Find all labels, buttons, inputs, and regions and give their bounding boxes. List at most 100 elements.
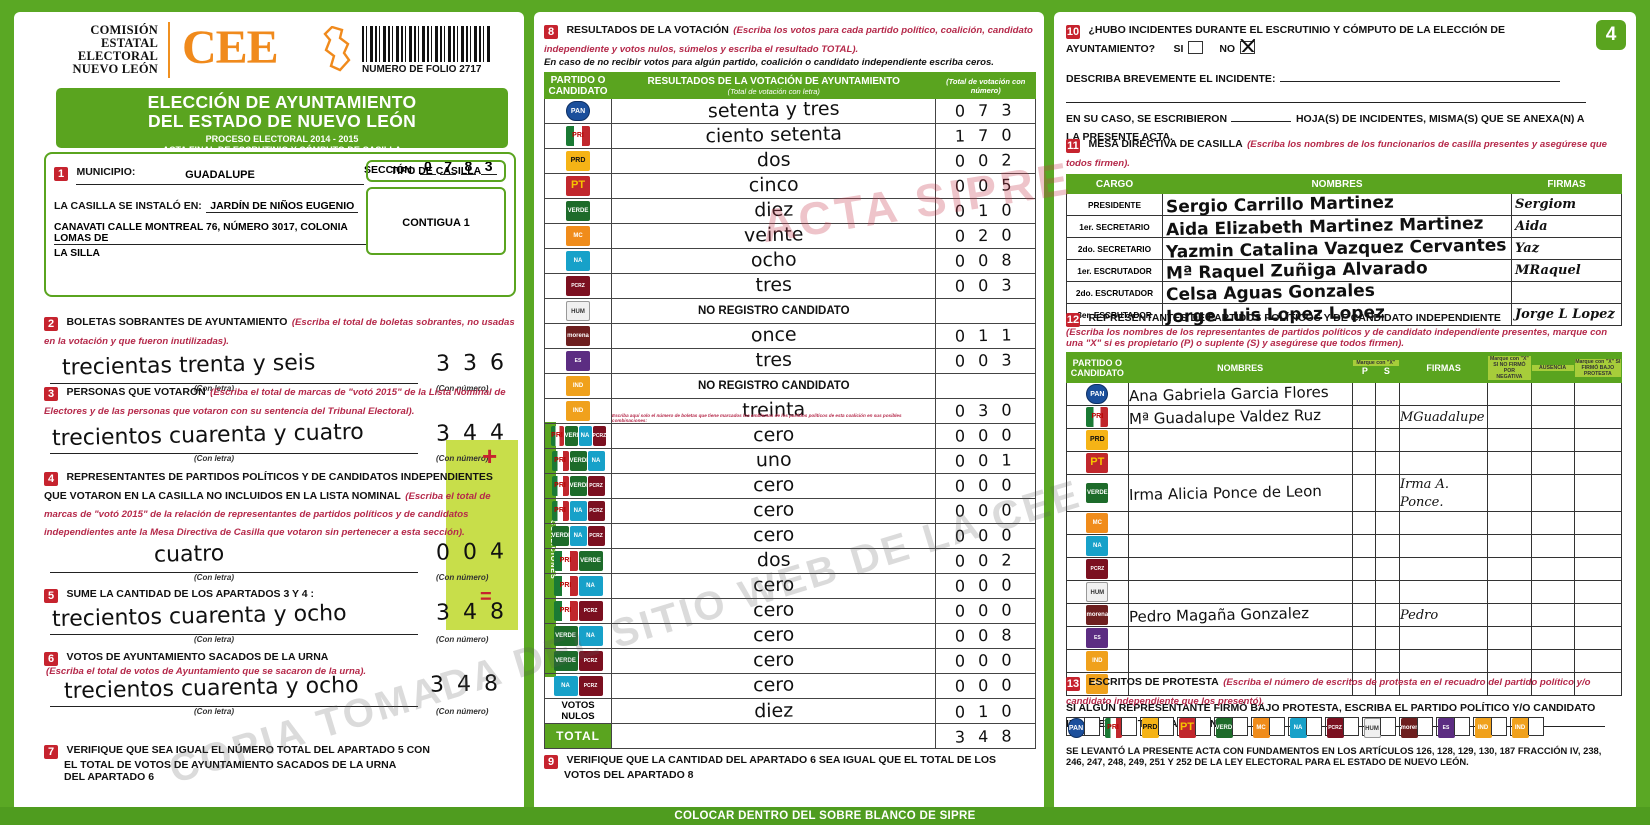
- rep-nombre[interactable]: [1127, 649, 1353, 673]
- votos-nulos-numero[interactable]: 0 1 0: [935, 698, 1036, 724]
- protest-box[interactable]: IND: [1510, 717, 1544, 738]
- section-5-value-letra[interactable]: trecientos cuarenta y ocho: [51, 600, 347, 633]
- protest-box[interactable]: IND: [1473, 717, 1507, 738]
- rep-nombre[interactable]: [1127, 672, 1353, 696]
- rep-negativa-check[interactable]: [1487, 580, 1532, 604]
- rep-nombre[interactable]: Ana Gabriela Garcia Flores: [1127, 382, 1353, 406]
- vote-numero-cell[interactable]: 0 0 0: [935, 523, 1036, 549]
- vote-letra-cell[interactable]: tres: [611, 348, 937, 374]
- rep-negativa-check[interactable]: [1487, 649, 1532, 673]
- rep-protesta-check[interactable]: [1573, 534, 1623, 558]
- rep-nombre[interactable]: Pedro Magaña Gonzalez: [1127, 603, 1353, 627]
- rep-nombre[interactable]: [1127, 428, 1353, 452]
- rep-firma[interactable]: [1398, 428, 1489, 452]
- rep-firma[interactable]: [1398, 534, 1489, 558]
- protest-box[interactable]: HUM: [1362, 717, 1396, 738]
- vote-numero-cell[interactable]: [935, 298, 1036, 324]
- rep-negativa-check[interactable]: [1487, 405, 1532, 429]
- rep-protesta-check[interactable]: [1573, 382, 1623, 406]
- tipo-casilla-value[interactable]: CONTIGUA 1: [366, 187, 506, 255]
- vote-letra-cell[interactable]: cero Escriba aquí solo el número de bolet…: [611, 413, 937, 449]
- rep-propietario-check[interactable]: [1351, 534, 1400, 558]
- vote-numero-cell[interactable]: 0 3 0: [935, 398, 1036, 424]
- mesa-nombre[interactable]: Yazmin Catalina Vazquez Cervantes: [1162, 235, 1512, 262]
- vote-numero-cell[interactable]: 0 0 0: [935, 673, 1036, 699]
- protest-box[interactable]: MC: [1251, 717, 1285, 738]
- rep-firma[interactable]: [1398, 672, 1489, 696]
- vote-numero-cell[interactable]: 0 0 0: [935, 573, 1036, 599]
- rep-nombre[interactable]: [1127, 511, 1353, 535]
- rep-nombre[interactable]: [1127, 451, 1353, 475]
- vote-letra-cell[interactable]: cero: [611, 573, 937, 599]
- rep-nombre[interactable]: [1127, 580, 1353, 604]
- protest-box[interactable]: PRD: [1140, 717, 1174, 738]
- rep-ausencia-check[interactable]: [1530, 382, 1575, 406]
- vote-letra-cell[interactable]: cero: [611, 598, 937, 624]
- rep-propietario-check[interactable]: [1351, 580, 1400, 604]
- rep-ausencia-check[interactable]: [1530, 511, 1575, 535]
- mesa-firma[interactable]: Sergiom: [1511, 193, 1622, 216]
- mesa-firma[interactable]: Yaz: [1511, 237, 1622, 260]
- protest-box[interactable]: NA: [1288, 717, 1322, 738]
- vote-numero-cell[interactable]: 0 0 3: [935, 273, 1036, 299]
- protest-box-input[interactable]: [1121, 718, 1136, 735]
- protest-box[interactable]: PCRZ: [1325, 717, 1359, 738]
- rep-firma[interactable]: [1398, 557, 1489, 581]
- seccion-digits[interactable]: 0 7 8 3: [420, 158, 497, 176]
- vote-letra-cell[interactable]: diez: [611, 198, 937, 224]
- protest-box[interactable]: PRI: [1103, 717, 1137, 738]
- describe-incident-line-2[interactable]: [1066, 87, 1586, 103]
- protest-box[interactable]: ES: [1436, 717, 1470, 738]
- rep-negativa-check[interactable]: [1487, 511, 1532, 535]
- rep-propietario-check[interactable]: [1351, 382, 1400, 406]
- describe-incident-input[interactable]: [1279, 71, 1560, 82]
- vote-letra-cell[interactable]: cero: [611, 473, 937, 499]
- section-2-value-numero[interactable]: 3 3 6: [435, 350, 508, 377]
- rep-propietario-check[interactable]: [1351, 428, 1400, 452]
- votos-nulos-letra[interactable]: diez: [611, 698, 937, 724]
- rep-negativa-check[interactable]: [1487, 474, 1532, 512]
- vote-letra-cell[interactable]: cinco: [611, 173, 937, 199]
- section-6-value-letra[interactable]: trecientos cuarenta y ocho: [63, 672, 359, 705]
- vote-letra-cell[interactable]: veinte: [611, 223, 937, 249]
- protest-box-input[interactable]: [1454, 718, 1469, 735]
- vote-numero-cell[interactable]: [935, 373, 1036, 399]
- protest-box-input[interactable]: [1380, 718, 1395, 735]
- rep-protesta-check[interactable]: [1573, 405, 1623, 429]
- vote-numero-cell[interactable]: 0 0 1: [935, 448, 1036, 474]
- rep-protesta-check[interactable]: [1573, 451, 1623, 475]
- vote-numero-cell[interactable]: 0 0 8: [935, 248, 1036, 274]
- rep-ausencia-check[interactable]: [1530, 626, 1575, 650]
- protest-box-input[interactable]: [1306, 718, 1321, 735]
- vote-numero-cell[interactable]: 0 1 0: [935, 198, 1036, 224]
- rep-protesta-check[interactable]: [1573, 603, 1623, 627]
- vote-numero-cell[interactable]: 0 0 0: [935, 423, 1036, 449]
- vote-numero-cell[interactable]: 0 0 8: [935, 623, 1036, 649]
- protest-box[interactable]: PAN: [1066, 717, 1100, 738]
- vote-numero-cell[interactable]: 0 0 5: [935, 173, 1036, 199]
- mesa-nombre[interactable]: Sergio Carrillo Martinez: [1162, 192, 1512, 217]
- rep-propietario-check[interactable]: [1351, 405, 1400, 429]
- rep-firma[interactable]: [1398, 451, 1489, 475]
- rep-ausencia-check[interactable]: [1530, 649, 1575, 673]
- rep-protesta-check[interactable]: [1573, 580, 1623, 604]
- rep-propietario-check[interactable]: [1351, 649, 1400, 673]
- mesa-nombre[interactable]: Celsa Aguas Gonzales: [1162, 280, 1512, 305]
- rep-propietario-check[interactable]: [1351, 511, 1400, 535]
- protest-box-input[interactable]: [1417, 718, 1432, 735]
- rep-ausencia-check[interactable]: [1530, 557, 1575, 581]
- rep-ausencia-check[interactable]: [1530, 580, 1575, 604]
- rep-negativa-check[interactable]: [1487, 451, 1532, 475]
- rep-nombre[interactable]: Irma Alicia Ponce de Leon: [1127, 474, 1353, 512]
- vote-numero-cell[interactable]: 0 0 0: [935, 498, 1036, 524]
- protest-box-input[interactable]: [1084, 718, 1099, 735]
- rep-protesta-check[interactable]: [1573, 511, 1623, 535]
- rep-firma[interactable]: [1398, 580, 1489, 604]
- rep-protesta-check[interactable]: [1573, 428, 1623, 452]
- rep-ausencia-check[interactable]: [1530, 428, 1575, 452]
- protest-box-input[interactable]: [1232, 718, 1247, 735]
- vote-numero-cell[interactable]: 0 1 1: [935, 323, 1036, 349]
- vote-letra-cell[interactable]: uno: [611, 448, 937, 474]
- casilla-line-3[interactable]: LA SILLA: [54, 248, 100, 259]
- mesa-firma[interactable]: [1511, 281, 1622, 304]
